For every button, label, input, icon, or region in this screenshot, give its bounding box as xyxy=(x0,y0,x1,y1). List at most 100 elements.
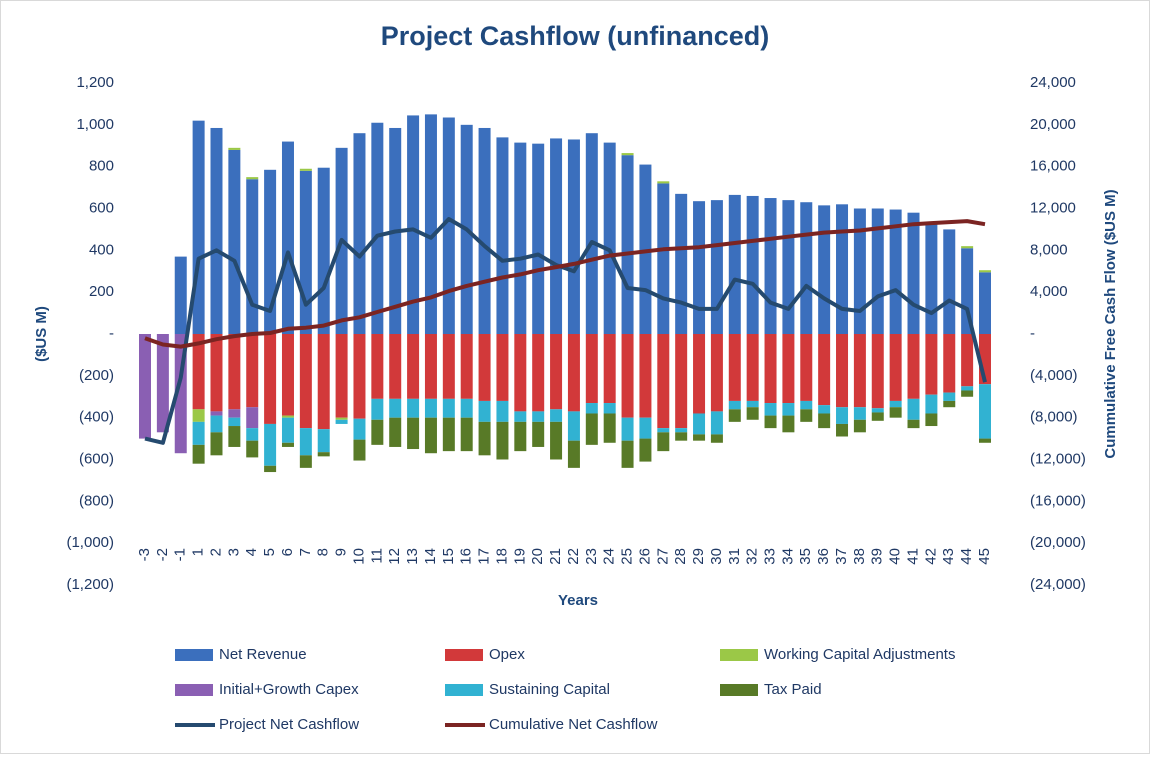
x-tick-label: 45 xyxy=(976,548,993,565)
y2-tick-label: (20,000) xyxy=(1030,534,1086,551)
bar xyxy=(246,428,259,441)
bar xyxy=(818,334,831,406)
y-tick-label: (400) xyxy=(79,409,114,426)
bar xyxy=(442,417,455,452)
bar xyxy=(710,200,723,334)
bar xyxy=(424,398,437,418)
bar xyxy=(532,334,545,412)
bar xyxy=(746,195,759,334)
bar xyxy=(514,142,527,334)
bar xyxy=(889,209,902,334)
bar xyxy=(550,421,563,460)
bar xyxy=(943,334,956,393)
x-tick-label: 15 xyxy=(440,548,457,565)
x-tick-label: 9 xyxy=(333,548,350,556)
bar xyxy=(871,408,884,413)
bar xyxy=(693,413,706,435)
bar xyxy=(800,202,813,334)
bar xyxy=(156,334,169,433)
bar xyxy=(675,193,688,334)
x-tick-label: 24 xyxy=(601,548,618,565)
bar xyxy=(514,334,527,412)
bar xyxy=(371,334,384,399)
bar xyxy=(371,398,384,420)
bar xyxy=(961,386,974,391)
bar xyxy=(710,434,723,443)
legend-label: Working Capital Adjustments xyxy=(764,646,955,663)
legend-marker xyxy=(445,684,483,696)
y2-tick-label: (16,000) xyxy=(1030,492,1086,509)
legend-marker xyxy=(720,649,758,661)
bar xyxy=(246,177,259,180)
bar xyxy=(675,334,688,429)
x-tick-label: 32 xyxy=(744,548,761,565)
x-tick-label: 19 xyxy=(511,548,528,565)
x-tick-label: 43 xyxy=(940,548,957,565)
bar xyxy=(657,183,670,334)
bar xyxy=(782,403,795,416)
x-tick-label: 3 xyxy=(225,548,242,556)
bar xyxy=(514,421,527,452)
bar xyxy=(478,400,491,422)
bar xyxy=(210,127,223,335)
y2-tick-label: (4,000) xyxy=(1030,367,1078,384)
bar xyxy=(246,334,259,408)
bar xyxy=(210,415,223,433)
x-tick-label: 20 xyxy=(529,548,546,565)
bar xyxy=(836,423,849,437)
x-tick-label: -2 xyxy=(154,548,171,561)
bar xyxy=(853,419,866,433)
bar xyxy=(943,392,956,401)
bar xyxy=(407,398,420,418)
bar xyxy=(621,440,634,468)
bar xyxy=(335,417,348,420)
bar xyxy=(192,421,205,445)
y-tick-label: 600 xyxy=(89,199,114,216)
y2-tick-label: (8,000) xyxy=(1030,409,1078,426)
bar xyxy=(407,115,420,334)
bar xyxy=(281,415,294,418)
bar xyxy=(335,419,348,424)
x-tick-label: 30 xyxy=(708,548,725,565)
bar xyxy=(889,400,902,408)
bar xyxy=(657,181,670,184)
bar xyxy=(943,229,956,334)
y2-tick-label: (12,000) xyxy=(1030,450,1086,467)
bar xyxy=(442,117,455,334)
x-tick-label: 17 xyxy=(476,548,493,565)
x-tick-label: 33 xyxy=(762,548,779,565)
bar xyxy=(264,423,277,466)
x-tick-label: 14 xyxy=(422,548,439,565)
x-tick-label: 2 xyxy=(207,548,224,556)
bar xyxy=(460,398,473,418)
x-tick-label: 39 xyxy=(869,548,886,565)
bar xyxy=(228,334,241,410)
bar xyxy=(567,334,580,412)
x-tick-label: 7 xyxy=(297,548,314,556)
bar xyxy=(567,411,580,441)
x-tick-label: 16 xyxy=(458,548,475,565)
x-tick-label: 12 xyxy=(386,548,403,565)
bar xyxy=(782,415,795,433)
bar xyxy=(585,403,598,414)
bar xyxy=(800,400,813,410)
bar xyxy=(299,455,312,468)
bar xyxy=(621,155,634,334)
bar xyxy=(532,143,545,334)
legend-marker xyxy=(175,649,213,661)
bar xyxy=(657,428,670,433)
bar xyxy=(210,432,223,456)
x-tick-label: 36 xyxy=(815,548,832,565)
bar xyxy=(943,400,956,408)
bar xyxy=(532,411,545,422)
x-tick-label: 5 xyxy=(261,548,278,556)
bar xyxy=(961,390,974,397)
bar xyxy=(979,270,991,273)
y-tick-label: 1,200 xyxy=(76,74,114,91)
bar xyxy=(693,434,706,441)
bar xyxy=(317,452,330,457)
x-tick-label: 1 xyxy=(190,548,207,556)
bar xyxy=(675,432,688,441)
bar xyxy=(424,114,437,334)
